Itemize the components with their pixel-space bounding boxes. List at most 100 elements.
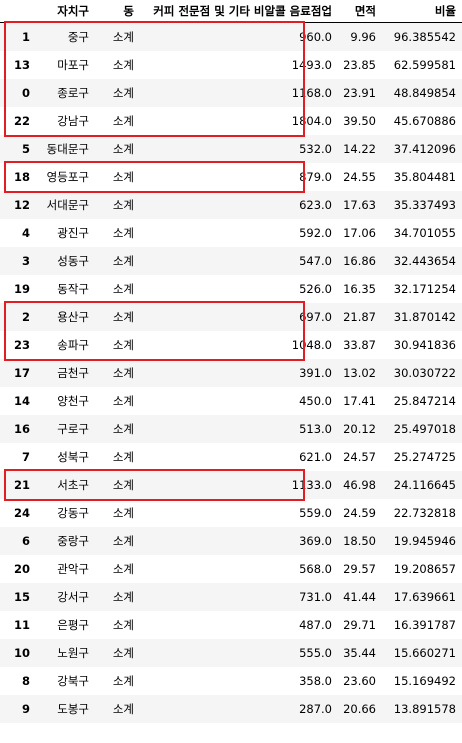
row-index: 10 [13, 646, 30, 660]
coffee-shop-count-cell: 526.0 [299, 282, 332, 296]
district-cell: 마포구 [57, 58, 89, 72]
dong-cell: 소계 [112, 702, 134, 716]
table-row: 18 영등포구 소계 879.0 24.55 35.804481 [0, 163, 462, 191]
ratio-cell: 35.804481 [393, 170, 456, 184]
coffee-shop-count-cell: 1493.0 [291, 58, 332, 72]
area-cell: 24.55 [343, 170, 376, 184]
district-cell: 강동구 [57, 506, 89, 520]
district-cell: 강남구 [57, 114, 89, 128]
row-index: 6 [21, 534, 30, 548]
dong-cell: 소계 [112, 590, 134, 604]
area-cell: 23.85 [343, 58, 376, 72]
row-index: 21 [13, 478, 30, 492]
row-index: 14 [13, 394, 30, 408]
district-cell: 중구 [67, 30, 89, 44]
area-cell: 17.06 [343, 226, 376, 240]
header-row: 자치구 동 커피 전문점 및 기타 비알콜 음료점업 면적 비율 [0, 0, 462, 23]
coffee-shop-count-cell: 623.0 [299, 198, 332, 212]
dong-cell: 소계 [112, 422, 134, 436]
row-index: 8 [21, 674, 30, 688]
district-cell: 구로구 [57, 422, 89, 436]
dataframe-output: 자치구 동 커피 전문점 및 기타 비알콜 음료점업 면적 비율 1 중구 소계 96… [0, 0, 462, 723]
district-cell: 동작구 [57, 282, 89, 296]
dong-cell: 소계 [112, 394, 134, 408]
ratio-cell: 48.849854 [393, 86, 456, 100]
row-index: 5 [21, 142, 30, 156]
ratio-cell: 25.497018 [393, 422, 456, 436]
district-cell: 용산구 [57, 310, 89, 324]
dong-cell: 소계 [112, 450, 134, 464]
row-index: 2 [21, 310, 30, 324]
area-cell: 46.98 [343, 478, 376, 492]
area-cell: 29.57 [343, 562, 376, 576]
district-cell: 동대문구 [46, 142, 89, 156]
row-index: 19 [13, 282, 30, 296]
area-cell: 16.35 [343, 282, 376, 296]
area-cell: 33.87 [343, 338, 376, 352]
area-cell: 17.63 [343, 198, 376, 212]
coffee-shop-count-cell: 592.0 [299, 226, 332, 240]
coffee-shop-count-cell: 1804.0 [291, 114, 332, 128]
coffee-shop-count-cell: 532.0 [299, 142, 332, 156]
dong-cell: 소계 [112, 646, 134, 660]
area-cell: 17.41 [343, 394, 376, 408]
ratio-cell: 32.443654 [393, 254, 456, 268]
coffee-shop-count-cell: 547.0 [299, 254, 332, 268]
dong-cell: 소계 [112, 674, 134, 688]
district-column-header: 자치구 [57, 4, 89, 18]
table-row: 9 도봉구 소계 287.0 20.66 13.891578 [0, 695, 462, 723]
district-cell: 관악구 [57, 562, 89, 576]
coffee-shop-count-cell: 559.0 [299, 506, 332, 520]
row-index: 18 [13, 170, 30, 184]
area-cell: 23.60 [343, 674, 376, 688]
dong-cell: 소계 [112, 142, 134, 156]
district-cell: 영등포구 [46, 170, 89, 184]
coffee-shop-count-cell: 879.0 [299, 170, 332, 184]
district-cell: 도봉구 [57, 702, 89, 716]
ratio-cell: 45.670886 [393, 114, 456, 128]
table-row: 12 서대문구 소계 623.0 17.63 35.337493 [0, 191, 462, 219]
ratio-cell: 30.941836 [393, 338, 456, 352]
ratio-cell: 25.847214 [393, 394, 456, 408]
dong-cell: 소계 [112, 86, 134, 100]
ratio-column-header: 비율 [434, 4, 456, 18]
coffee-shop-count-cell: 287.0 [299, 702, 332, 716]
row-index: 20 [13, 562, 30, 576]
row-index: 23 [13, 338, 30, 352]
dong-cell: 소계 [112, 114, 134, 128]
ratio-cell: 25.274725 [393, 450, 456, 464]
row-index: 3 [21, 254, 30, 268]
district-cell: 강북구 [57, 674, 89, 688]
area-cell: 20.12 [343, 422, 376, 436]
area-cell: 9.96 [350, 30, 376, 44]
row-index: 24 [13, 506, 30, 520]
coffee-shop-count-cell: 450.0 [299, 394, 332, 408]
coffee-shop-count-cell: 960.0 [299, 30, 332, 44]
ratio-cell: 17.639661 [393, 590, 456, 604]
dong-cell: 소계 [112, 170, 134, 184]
table-row: 1 중구 소계 960.0 9.96 96.385542 [0, 22, 462, 51]
row-index: 7 [21, 450, 30, 464]
table-row: 22 강남구 소계 1804.0 39.50 45.670886 [0, 107, 462, 135]
table-header: 자치구 동 커피 전문점 및 기타 비알콜 음료점업 면적 비율 [0, 0, 462, 23]
area-cell: 35.44 [343, 646, 376, 660]
row-index: 22 [13, 114, 30, 128]
coffee-shop-count-cell: 1168.0 [291, 86, 332, 100]
ratio-cell: 15.169492 [393, 674, 456, 688]
row-index: 12 [13, 198, 30, 212]
ratio-cell: 31.870142 [393, 310, 456, 324]
dong-cell: 소계 [112, 30, 134, 44]
area-cell: 16.86 [343, 254, 376, 268]
dong-cell: 소계 [112, 226, 134, 240]
coffee-shop-count-cell: 568.0 [299, 562, 332, 576]
ratio-cell: 24.116645 [393, 478, 456, 492]
dong-cell: 소계 [112, 198, 134, 212]
ratio-cell: 15.660271 [393, 646, 456, 660]
table-row: 5 동대문구 소계 532.0 14.22 37.412096 [0, 135, 462, 163]
ratio-cell: 16.391787 [393, 618, 456, 632]
table-row: 17 금천구 소계 391.0 13.02 30.030722 [0, 359, 462, 387]
coffee-shop-count-cell: 358.0 [299, 674, 332, 688]
district-cell: 서초구 [57, 478, 89, 492]
row-index: 1 [21, 30, 30, 44]
table-row: 13 마포구 소계 1493.0 23.85 62.599581 [0, 51, 462, 79]
